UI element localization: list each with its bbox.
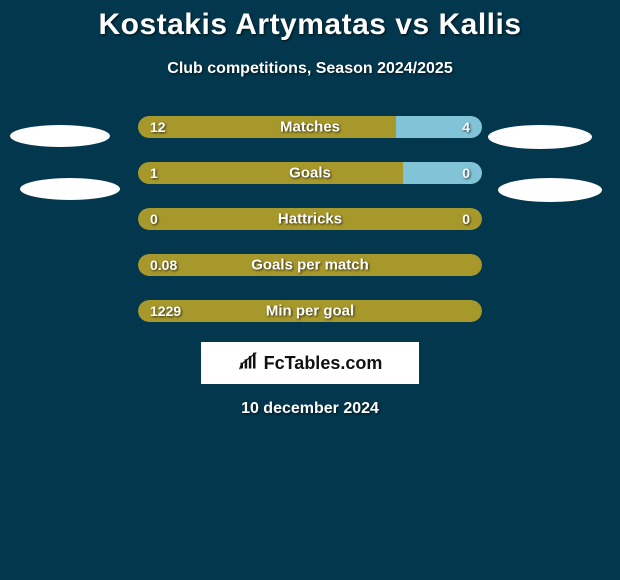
stat-value-right: 0	[462, 211, 470, 227]
player-ellipse	[20, 178, 120, 200]
player-ellipse	[488, 125, 592, 149]
date-text: 10 december 2024	[0, 400, 620, 418]
player-ellipse	[10, 125, 110, 147]
logo-text: FcTables.com	[264, 353, 383, 374]
chart-icon	[238, 351, 258, 376]
stat-row: Hattricks 0 0	[138, 208, 482, 230]
page-title: Kostakis Artymatas vs Kallis	[0, 0, 620, 42]
stat-label: Goals per match	[251, 257, 369, 274]
stat-label: Matches	[280, 119, 340, 136]
stat-value-left: 0	[150, 211, 158, 227]
stat-value-left: 0.08	[150, 257, 177, 273]
player-ellipse	[498, 178, 602, 202]
stat-value-left: 1	[150, 165, 158, 181]
stat-row: Matches 12 4	[138, 116, 482, 138]
fctables-logo[interactable]: FcTables.com	[201, 342, 419, 384]
stat-label: Hattricks	[278, 211, 342, 228]
bar-left	[138, 162, 403, 184]
stat-row: Goals per match 0.08	[138, 254, 482, 276]
stat-value-right: 4	[462, 119, 470, 135]
stats-container: Matches 12 4 Goals 1 0 Hattricks 0 0 Goals per ma…	[138, 116, 482, 322]
stat-value-left: 1229	[150, 303, 181, 319]
stat-value-right: 0	[462, 165, 470, 181]
stat-label: Min per goal	[266, 303, 354, 320]
stat-value-left: 12	[150, 119, 166, 135]
stat-label: Goals	[289, 165, 331, 182]
stat-row: Min per goal 1229	[138, 300, 482, 322]
bar-left	[138, 116, 396, 138]
stat-row: Goals 1 0	[138, 162, 482, 184]
subtitle: Club competitions, Season 2024/2025	[0, 60, 620, 78]
